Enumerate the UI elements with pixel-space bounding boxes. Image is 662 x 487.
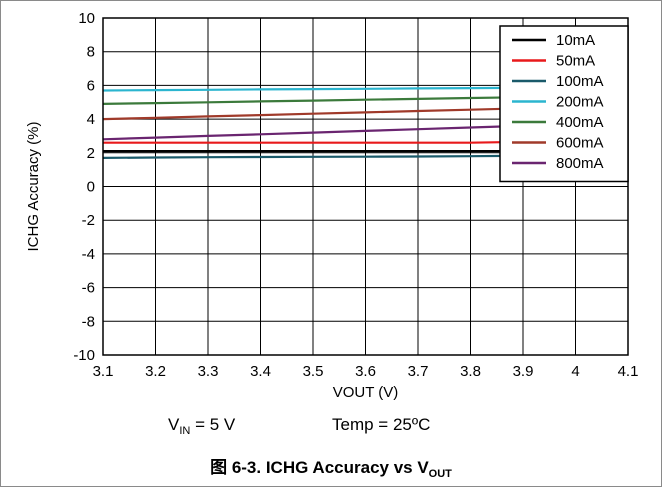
x-tick-label: 3.3 (198, 363, 219, 380)
condition-vin-value: = 5 V (190, 415, 236, 434)
legend-label: 50mA (556, 53, 595, 70)
figure-caption: 图 6-3. ICHG Accuracy vs VOUT (0, 453, 662, 480)
chart-plot: 3.1 3.2 3.3 3.4 3.5 3.6 3.7 3.8 3.9 4 4.1 10 8 6 4 2 0 -… (25, 10, 639, 401)
legend-box (499, 25, 629, 183)
y-tick-label: -10 (73, 347, 95, 364)
condition-vin-prefix: V (168, 415, 180, 434)
y-tick-label: 2 (87, 145, 95, 162)
legend-label: 800mA (556, 155, 604, 172)
y-tick-label: 6 (87, 77, 95, 94)
x-tick-label: 3.2 (145, 363, 166, 380)
condition-vin-subscript: IN (179, 425, 191, 437)
legend-label: 10mA (556, 32, 595, 49)
plot-area-border (102, 17, 629, 356)
legend-label: 100mA (556, 73, 604, 90)
x-tick-label: 3.7 (408, 363, 429, 380)
x-axis-label: VOUT (V) (333, 384, 399, 401)
x-tick-label: 3.1 (93, 363, 114, 380)
x-tick-label: 3.4 (250, 363, 271, 380)
y-tick-label: -8 (82, 313, 95, 330)
y-axis-label: ICHG Accuracy (%) (25, 121, 42, 251)
y-tick-label: -4 (82, 246, 95, 263)
figure-caption-subscript: OUT (428, 468, 452, 480)
x-tick-label: 4 (571, 363, 579, 380)
y-tick-label: 0 (87, 179, 95, 196)
x-tick-label: 4.1 (618, 363, 639, 380)
y-tick-label: -6 (82, 280, 95, 297)
x-tick-labels: 3.1 3.2 3.3 3.4 3.5 3.6 3.7 3.8 3.9 4 4.1 (93, 363, 639, 380)
x-tick-label: 3.6 (355, 363, 376, 380)
y-tick-label: 8 (87, 44, 95, 61)
legend-label: 200mA (556, 94, 604, 111)
legend: 10mA 50mA 100mA 200mA 400mA 600mA 800mA (499, 25, 629, 183)
x-tick-label: 3.8 (460, 363, 481, 380)
condition-temp: Temp = 25ºC (332, 415, 431, 434)
legend-label: 600mA (556, 135, 604, 152)
y-tick-labels: 10 8 6 4 2 0 -2 -4 -6 -8 -10 (73, 10, 95, 364)
y-tick-label: 4 (87, 111, 95, 128)
y-tick-label: -2 (82, 212, 95, 229)
x-tick-label: 3.5 (303, 363, 324, 380)
legend-label: 400mA (556, 114, 604, 131)
y-tick-label: 10 (78, 10, 95, 27)
x-tick-label: 3.9 (513, 363, 534, 380)
figure-caption-text: 图 6-3. ICHG Accuracy vs V (210, 458, 429, 477)
condition-vin: VIN = 5 V (168, 415, 236, 437)
